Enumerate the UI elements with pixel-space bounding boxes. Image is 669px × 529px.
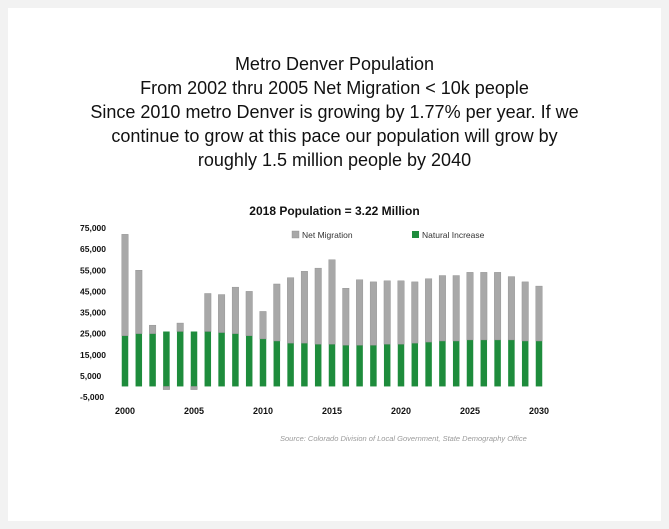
bar-natural-increase <box>273 341 281 387</box>
x-tick-label: 2020 <box>391 406 411 416</box>
bar-net-migration <box>425 278 433 343</box>
y-tick-label: 5,000 <box>80 371 102 381</box>
y-tick-label: 65,000 <box>80 244 106 254</box>
y-tick-label: 15,000 <box>80 350 106 360</box>
legend-label-net-migration: Net Migration <box>302 230 353 240</box>
y-tick-label: 75,000 <box>80 223 106 233</box>
bar-net-migration <box>259 311 267 340</box>
bar-natural-increase <box>439 341 446 387</box>
bar-net-migration <box>176 322 184 332</box>
bar-net-migration <box>480 272 488 341</box>
bar-natural-increase <box>121 335 129 387</box>
bar-natural-increase <box>480 339 488 387</box>
bar-net-migration <box>438 275 446 342</box>
bar-net-migration <box>162 386 170 390</box>
x-tick-label: 2005 <box>184 406 204 416</box>
bar-net-migration <box>231 286 239 334</box>
x-tick-label: 2000 <box>115 406 135 416</box>
bar-natural-increase <box>397 344 405 387</box>
bar-natural-increase <box>135 333 143 387</box>
y-tick-label: 45,000 <box>80 286 106 296</box>
title-line-4: continue to grow at this pace our popula… <box>111 126 558 146</box>
title-line-3: Since 2010 metro Denver is growing by 1.… <box>90 102 579 122</box>
y-tick-label: 55,000 <box>80 265 106 275</box>
bar-natural-increase <box>190 331 198 387</box>
bar-net-migration <box>135 270 143 334</box>
bar-natural-increase <box>425 342 432 387</box>
bar-natural-increase <box>287 343 294 387</box>
bar-natural-increase <box>328 344 336 387</box>
bar-net-migration <box>314 267 322 345</box>
bar-net-migration <box>521 281 529 342</box>
bar-net-migration <box>149 324 157 334</box>
bar-natural-increase <box>163 331 170 387</box>
y-tick-label: -5,000 <box>80 392 104 402</box>
x-tick-label: 2030 <box>529 406 549 416</box>
bar-natural-increase <box>370 345 377 387</box>
bar-net-migration <box>273 283 281 342</box>
bar-natural-increase <box>452 341 460 387</box>
bar-natural-increase <box>383 344 391 387</box>
bar-net-migration <box>466 272 474 341</box>
bar-natural-increase <box>259 338 267 387</box>
bar-natural-increase <box>508 339 515 387</box>
bar-net-migration <box>342 288 350 346</box>
bar-natural-increase <box>411 343 419 387</box>
title-line-2: From 2002 thru 2005 Net Migration < 10k … <box>140 78 529 98</box>
bar-net-migration <box>411 281 419 344</box>
bar-net-migration <box>397 280 405 345</box>
bar-natural-increase <box>494 339 501 387</box>
bar-net-migration <box>190 386 198 390</box>
bar-net-migration <box>204 293 212 332</box>
bar-net-migration <box>287 277 295 344</box>
bar-natural-increase <box>176 331 184 387</box>
bar-net-migration <box>535 285 543 342</box>
x-tick-label: 2025 <box>460 406 480 416</box>
bar-natural-increase <box>356 345 363 387</box>
bar-net-migration <box>300 271 308 344</box>
bar-net-migration <box>452 275 460 342</box>
bar-natural-increase <box>466 339 474 387</box>
bar-natural-increase <box>245 335 253 387</box>
bar-natural-increase <box>218 332 225 387</box>
source-note: Source: Colorado Division of Local Gover… <box>280 434 527 443</box>
bar-net-migration <box>383 280 391 345</box>
bar-net-migration <box>356 279 364 346</box>
bar-net-migration <box>245 291 253 336</box>
y-tick-label: 25,000 <box>80 329 106 339</box>
bar-natural-increase <box>149 333 156 387</box>
bar-natural-increase <box>301 343 308 387</box>
bar-natural-increase <box>342 345 350 387</box>
bar-natural-increase <box>535 341 543 387</box>
bar-natural-increase <box>521 341 529 387</box>
x-tick-label: 2015 <box>322 406 342 416</box>
bar-net-migration <box>328 259 336 345</box>
bar-net-migration <box>121 234 129 336</box>
legend-swatch-natural-increase <box>412 231 419 238</box>
legend-swatch-net-migration <box>291 230 300 239</box>
bar-net-migration <box>507 276 515 341</box>
bar-net-migration <box>218 294 226 333</box>
chart-title: 2018 Population = 3.22 Million <box>249 204 420 218</box>
y-tick-label: 35,000 <box>80 308 106 318</box>
x-tick-label: 2010 <box>253 406 273 416</box>
legend-label-natural-increase: Natural Increase <box>422 230 485 240</box>
bar-net-migration <box>369 281 377 346</box>
bar-net-migration <box>494 272 502 341</box>
bar-natural-increase <box>314 344 322 387</box>
title-line-1: Metro Denver Population <box>234 54 435 74</box>
slide-title-block: Metro Denver Population From 2002 thru 2… <box>0 52 669 172</box>
bar-natural-increase <box>204 331 212 387</box>
title-line-5: roughly 1.5 million people by 2040 <box>197 150 472 170</box>
bar-natural-increase <box>232 333 239 387</box>
